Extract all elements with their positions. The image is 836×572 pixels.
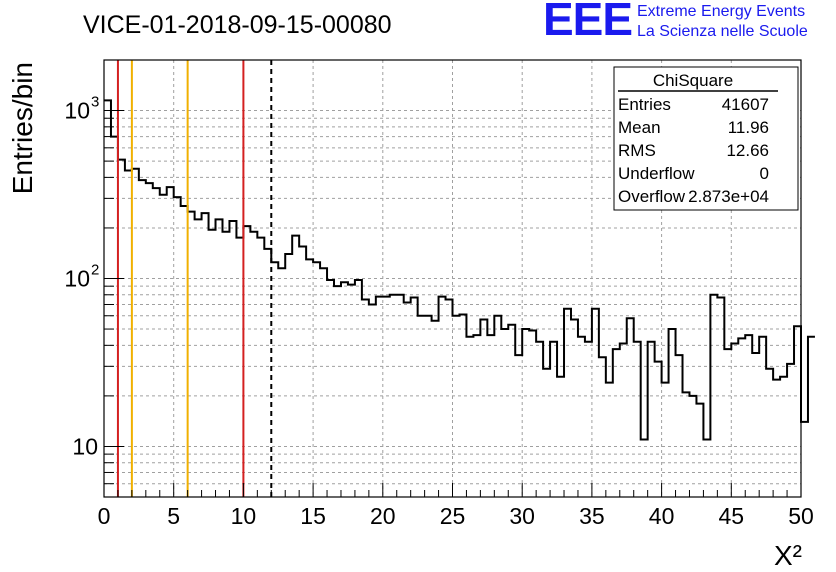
logo-subtitle-line1: Extreme Energy Events xyxy=(637,3,806,20)
x-tick-label: 25 xyxy=(440,503,466,529)
eee-logo-mark: EEE xyxy=(543,0,633,45)
stats-value-rms: 12.66 xyxy=(726,141,769,160)
x-tick-label: 50 xyxy=(788,503,814,529)
y-tick-label: 10 xyxy=(64,98,90,124)
y-tick-label: 10 xyxy=(72,433,98,459)
stats-label-mean: Mean xyxy=(618,118,661,137)
stats-value-mean: 11.96 xyxy=(728,118,769,137)
stats-label-underflow: Underflow xyxy=(618,164,695,183)
x-tick-label: 45 xyxy=(719,503,745,529)
stats-value-underflow: 0 xyxy=(760,164,769,183)
x-tick-label: 30 xyxy=(509,503,535,529)
stats-box: ChiSquare Entries 41607 Mean 11.96 RMS 1… xyxy=(613,66,799,211)
y-tick-exponent: 2 xyxy=(91,262,99,279)
histogram xyxy=(104,99,815,441)
chart-title: VICE-01-2018-09-15-00080 xyxy=(83,11,392,39)
stats-label-rms: RMS xyxy=(618,141,656,160)
x-tick-label: 15 xyxy=(300,503,326,529)
x-axis-label: X² xyxy=(774,540,802,571)
x-tick-label: 10 xyxy=(231,503,257,529)
histogram-line xyxy=(104,99,815,441)
x-tick-label: 0 xyxy=(98,503,111,529)
stats-value-overflow: 2.873e+04 xyxy=(688,187,769,206)
y-axis-label: Entries/bin xyxy=(7,62,38,194)
y-tick-label: 10 xyxy=(64,266,90,292)
stats-title: ChiSquare xyxy=(653,71,733,90)
x-tick-label: 20 xyxy=(370,503,396,529)
logo-subtitle-line2: La Scienza nelle Scuole xyxy=(637,23,808,40)
x-tick-label: 35 xyxy=(579,503,605,529)
x-tick-label: 5 xyxy=(167,503,180,529)
y-tick-exponent: 3 xyxy=(91,94,99,111)
stats-label-overflow: Overflow xyxy=(618,187,686,206)
stats-label-entries: Entries xyxy=(618,95,671,114)
x-tick-label: 40 xyxy=(649,503,675,529)
stats-value-entries: 41607 xyxy=(722,95,769,114)
